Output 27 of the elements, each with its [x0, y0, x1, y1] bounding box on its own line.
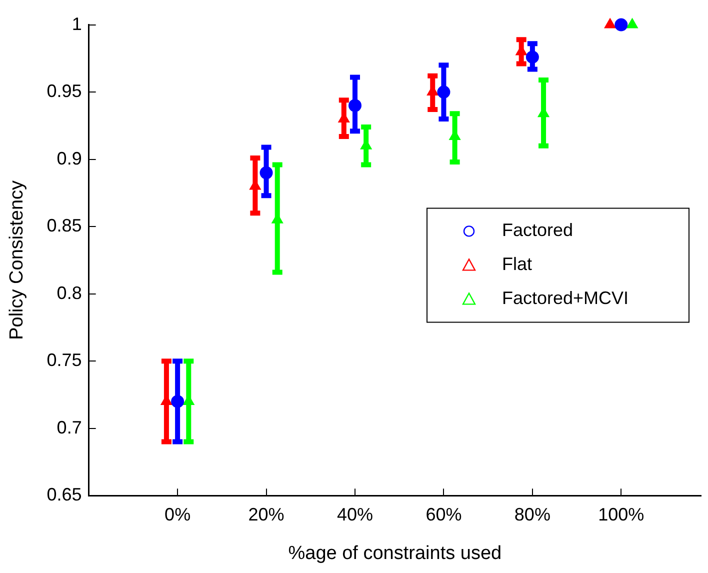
legend-label: Flat	[502, 254, 532, 274]
point	[626, 18, 638, 28]
x-axis-title: %age of constraints used	[288, 542, 502, 564]
x-tick-label: 0%	[164, 504, 191, 524]
x-tick-label: 80%	[514, 504, 550, 524]
point	[526, 50, 539, 64]
y-tick-label: 1	[72, 14, 82, 34]
legend-label: Factored+MCVI	[502, 288, 629, 308]
point	[260, 166, 273, 180]
y-axis-title: Policy Consistency	[6, 180, 28, 340]
x-tick-label: 100%	[598, 504, 644, 524]
y-tick-label: 0.8	[56, 282, 82, 303]
x-tick-label: 60%	[426, 504, 462, 524]
y-tick-label: 0.9	[56, 148, 82, 168]
y-tick-label: 0.85	[46, 216, 82, 236]
legend-label: Factored	[502, 220, 574, 240]
point	[604, 18, 616, 28]
y-tick-label: 0.95	[46, 81, 82, 102]
point	[171, 394, 184, 408]
y-tick-label: 0.65	[46, 484, 82, 505]
point	[348, 99, 362, 112]
point	[614, 18, 628, 32]
x-tick-label: 40%	[336, 504, 374, 524]
y-tick-label: 0.7	[56, 417, 82, 438]
y-tick-label: 0.75	[46, 350, 82, 370]
x-tick-label: 20%	[248, 504, 284, 524]
point	[437, 86, 450, 99]
